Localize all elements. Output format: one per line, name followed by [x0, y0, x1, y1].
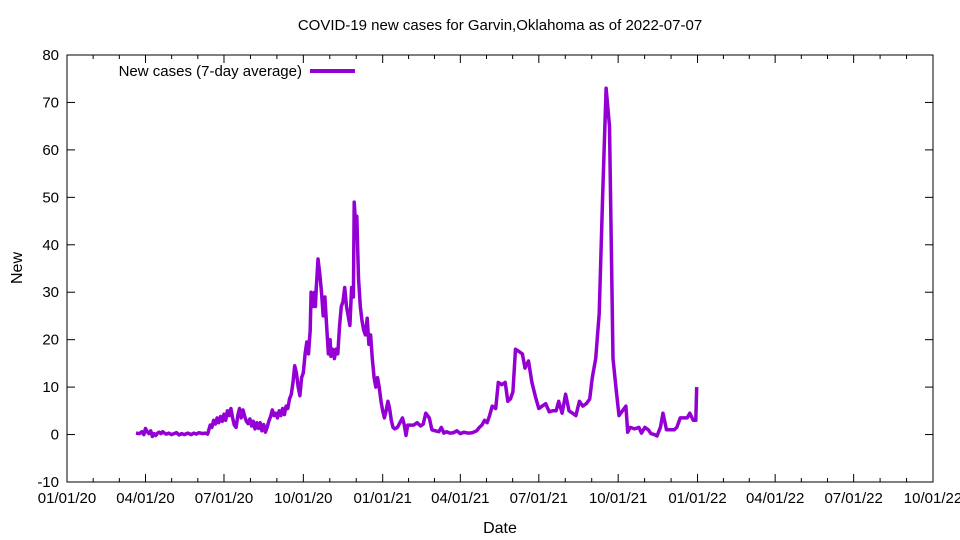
x-axis-label: Date — [483, 520, 517, 537]
x-tick-label: 07/01/21 — [510, 490, 568, 507]
x-tick-label: 10/01/20 — [274, 490, 332, 507]
x-tick-label: 01/01/22 — [668, 490, 726, 507]
y-tick-label: 20 — [42, 332, 59, 349]
y-tick-label: 80 — [42, 47, 59, 64]
x-tick-label: 04/01/20 — [116, 490, 174, 507]
x-tick-label: 07/01/20 — [195, 490, 253, 507]
y-tick-label: 60 — [42, 142, 59, 159]
legend-label: New cases (7-day average) — [119, 63, 302, 80]
x-tick-label: 04/01/21 — [431, 490, 489, 507]
series-group — [135, 86, 699, 439]
series-line-new-cases — [135, 86, 699, 439]
y-axis-label: New — [9, 252, 26, 284]
x-tick-label: 10/01/21 — [589, 490, 647, 507]
x-tick-label: 10/01/22 — [904, 490, 960, 507]
y-tick-label: 70 — [42, 94, 59, 111]
x-tick-label: 01/01/20 — [38, 490, 96, 507]
x-tick-label: 04/01/22 — [746, 490, 804, 507]
plot-frame — [66, 54, 934, 483]
y-tick-label: 30 — [42, 284, 59, 301]
x-tick-label: 07/01/22 — [824, 490, 882, 507]
y-tick-label: 50 — [42, 189, 59, 206]
chart-title: COVID-19 new cases for Garvin,Oklahoma a… — [298, 17, 702, 34]
legend: New cases (7-day average) — [119, 63, 355, 80]
y-tick-label: 40 — [42, 237, 59, 254]
y-tick-label: 10 — [42, 379, 59, 396]
y-tick-label: -10 — [37, 474, 59, 491]
x-tick-label: 01/01/21 — [353, 490, 411, 507]
y-tick-label: 0 — [51, 427, 59, 444]
x-axis-ticks: 01/01/20 04/01/20 07/01/20 10/01/20 01/01/21… — [38, 55, 960, 507]
y-axis-ticks: -10 0 10 20 30 40 50 60 70 80 — [37, 47, 933, 491]
